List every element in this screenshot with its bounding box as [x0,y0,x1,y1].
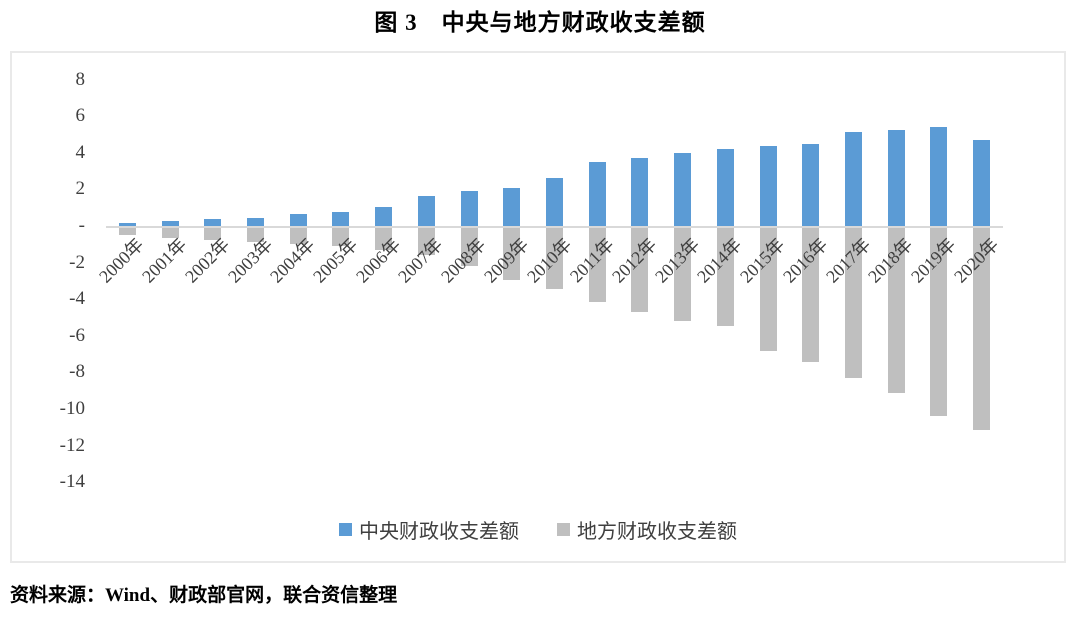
x-tick-label: 2002年 [180,234,234,287]
bar-local-2002 [204,228,222,241]
bar-local-2012 [631,228,649,313]
bar-central-2010 [546,177,563,226]
legend-item-local: 地方财政收支差额 [557,515,737,544]
y-tick-label: -10 [59,398,85,419]
bar-local-2003 [247,228,264,242]
legend-swatch-icon [557,523,570,536]
bar-central-2000 [118,223,136,226]
bar-central-2007 [417,196,435,226]
chart-title: 图 3 中央与地方财政收支差额 [374,10,706,35]
plot-area: 2000年 2001年 2002年 2003年 2004年 2005年 2006年 2007年… [95,53,1003,559]
bar-central-2019 [930,126,948,226]
y-tick-label: 8 [75,68,86,90]
bar-central-2017 [845,132,862,226]
bar-central-2018 [887,129,905,226]
bar-central-2011 [588,162,606,226]
bar-local-2008 [460,228,478,266]
bar-local-2017 [845,228,862,378]
bar-central-2020 [973,140,991,226]
legend-swatch-icon [339,523,352,536]
bar-local-2005 [332,228,350,247]
bar-local-2001 [161,228,179,238]
y-tick-label: -12 [59,434,85,456]
x-tick-label: 2001年 [138,234,191,287]
bar-local-2016 [802,228,820,362]
bar-central-2001 [161,220,179,226]
y-tick-label: 6 [75,105,86,127]
legend: 中央财政收支差额 地方财政收支差额 [12,515,1064,544]
bar-local-2010 [546,228,563,289]
y-axis: 8 6 4 2 - -2 -4 -6 -8 -10 -12 -14 [12,53,85,561]
bar-central-2004 [289,213,307,226]
y-tick-label: -14 [59,471,85,493]
bar-central-2008 [460,190,478,226]
x-tick-label: 2000年 [95,234,148,287]
bar-local-2019 [930,228,948,416]
bar-local-2015 [759,228,777,352]
source-note: 资料来源：Wind、财政部官网，联合资信整理 [10,585,398,606]
y-tick-label: -8 [69,361,85,383]
bar-central-2014 [716,149,734,226]
zero-axis-line [106,226,1003,228]
legend-item-central: 中央财政收支差额 [339,515,519,544]
legend-label: 中央财政收支差额 [359,521,519,543]
chart-area: 8 6 4 2 - -2 -4 -6 -8 -10 -12 -14 2000年 2001年 2002年 20… [10,51,1066,563]
y-tick-label: -6 [69,324,85,346]
bar-local-2014 [716,228,734,326]
bar-central-2015 [759,146,777,226]
bar-local-2011 [588,228,606,302]
bar-central-2002 [204,219,222,226]
bar-local-2004 [289,228,307,244]
bar-local-2007 [417,228,435,256]
bar-central-2012 [631,157,649,226]
bar-central-2009 [503,188,521,226]
legend-label: 地方财政收支差额 [577,521,737,543]
y-tick-label: 4 [75,141,86,163]
bar-central-2006 [375,206,393,226]
bar-local-2006 [375,228,393,251]
y-tick-label: -2 [69,251,85,273]
bar-local-2020 [973,228,991,431]
y-tick-label: - [78,215,85,236]
y-tick-label: -4 [69,288,85,310]
bar-local-2000 [118,228,136,236]
bar-local-2013 [674,228,692,321]
bar-local-2009 [503,228,521,280]
bar-central-2003 [247,217,264,226]
bar-central-2005 [332,211,350,226]
bar-local-2018 [887,228,905,394]
bar-central-2016 [802,143,820,226]
y-tick-label: 2 [75,178,86,200]
bar-central-2013 [674,153,692,226]
x-tick-label: 2003年 [223,234,276,287]
